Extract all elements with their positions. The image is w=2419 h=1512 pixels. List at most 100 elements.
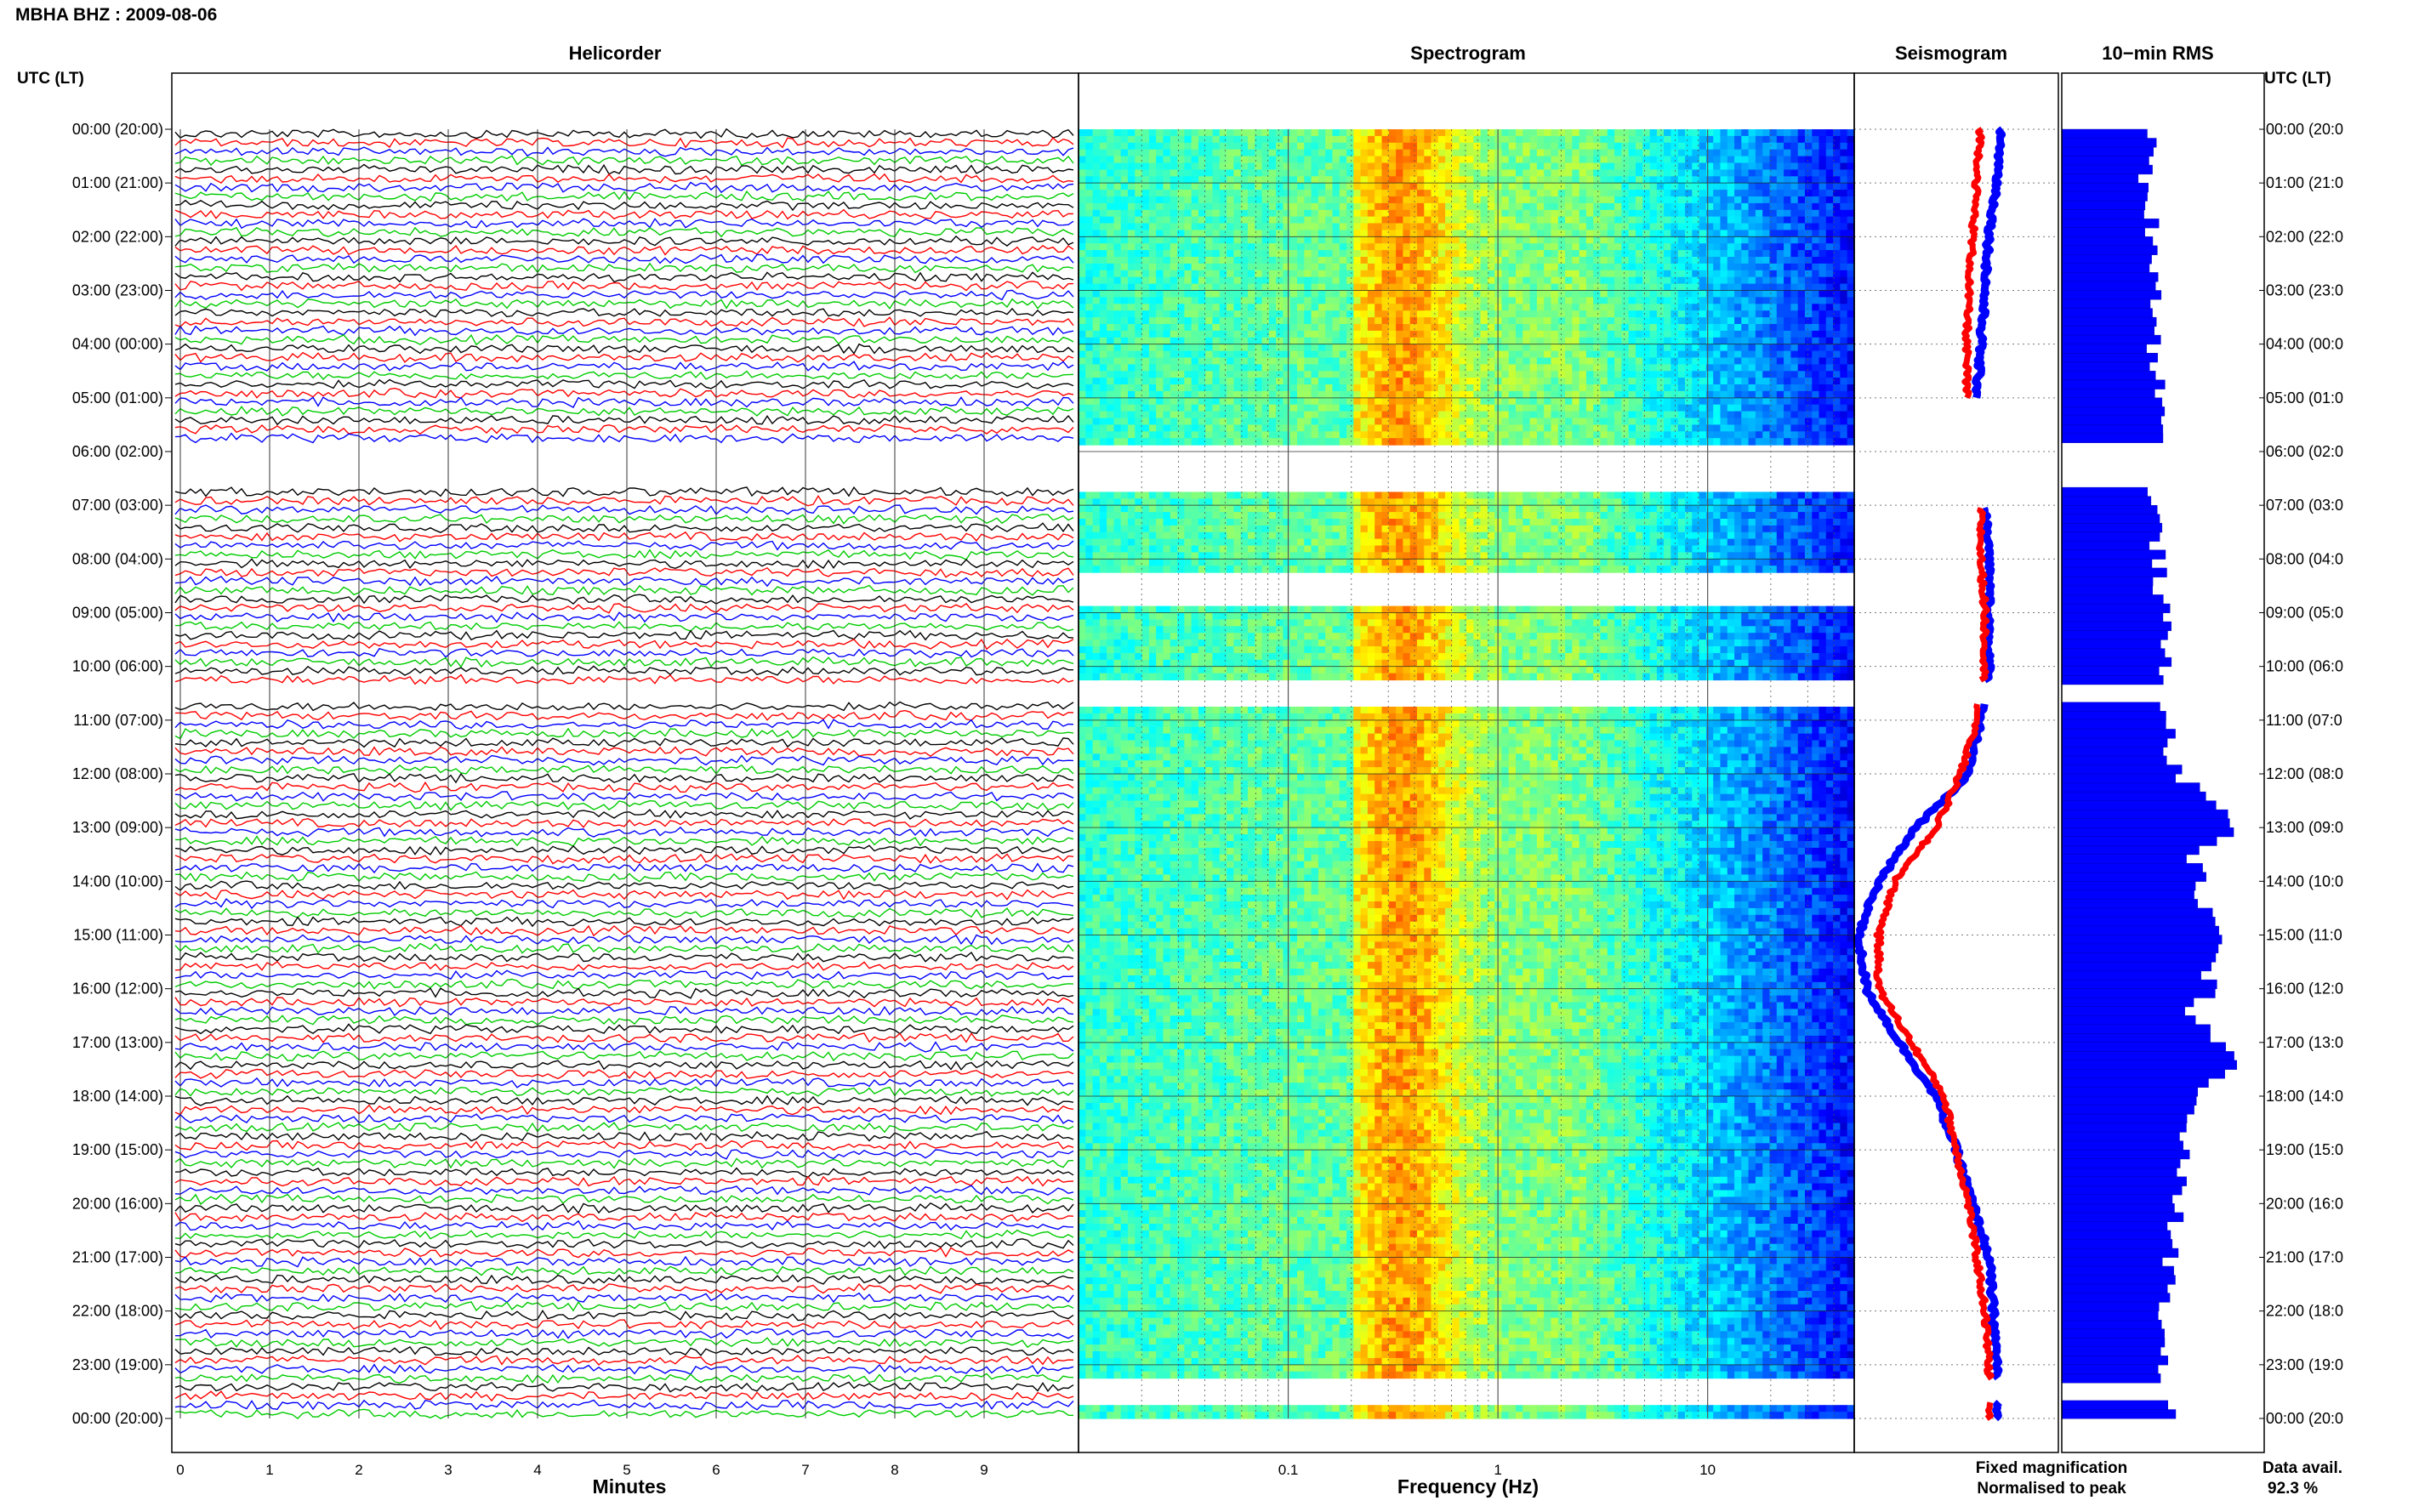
spectrogram-cell [1255,143,1262,151]
spectrogram-cell [1142,129,1150,137]
spectrogram-cell [1100,1143,1107,1151]
spectrogram-cell [1262,552,1270,560]
spectrogram-cell [1192,1264,1199,1271]
spectrogram-cell [1128,1277,1136,1285]
spectrogram-cell [1184,1331,1192,1339]
spectrogram-cell [1114,674,1122,681]
spectrogram-cell [1149,224,1157,231]
spectrogram-cell [1213,1117,1221,1124]
spectrogram-cell [1093,767,1101,775]
spectrogram-cell [1248,224,1255,231]
spectrogram-cell [1269,1338,1277,1345]
spectrogram-cell [1233,787,1241,795]
spectrogram-cell [1248,143,1255,151]
spectrogram-cell [1213,633,1221,640]
spectrogram-cell [1262,1157,1270,1164]
spectrogram-cell [1213,814,1221,821]
spectrogram-cell [1170,270,1178,278]
spectrogram-cell [1107,734,1114,742]
spectrogram-cell [1184,613,1192,621]
spectrogram-cell [1262,996,1270,1003]
spectrogram-cell [1248,196,1255,204]
spectrogram-cell [1184,317,1192,325]
spectrogram-cell [1107,814,1114,821]
spectrogram-cell [1262,1049,1270,1057]
spectrogram-cell [1114,1184,1122,1191]
spectrogram-cell [1192,1318,1199,1326]
spectrogram-cell [1121,364,1129,372]
spectrogram-cell [1248,384,1255,392]
spectrogram-cell [1170,1096,1178,1104]
spectrogram-cell [1142,1015,1150,1023]
spectrogram-cell [1262,163,1270,171]
spectrogram-cell [1233,1170,1241,1178]
spectrogram-cell [1114,888,1122,895]
spectrogram-cell [1192,210,1199,218]
spectrogram-cell [1107,1338,1114,1345]
spectrogram-cell [1114,143,1122,151]
spectrogram-cell [1205,1351,1213,1359]
spectrogram-cell [1149,1251,1157,1259]
spectrogram-panel: 0.1 1 10 [1079,129,1855,1478]
spectrogram-cell [1142,526,1150,533]
spectrogram-cell [1262,787,1270,795]
spectrogram-cell [1269,633,1277,640]
spectrogram-cell [1205,1063,1213,1071]
spectrogram-cell [1184,183,1192,190]
spectrogram-cell [1220,760,1227,768]
spectrogram-cell [1164,848,1171,855]
spectrogram-cell [1114,1291,1122,1299]
spectrogram-cell [1276,224,1283,231]
helicorder-trace [175,281,1073,291]
spectrogram-cell [1085,935,1093,943]
spectrogram-cell [1192,1056,1199,1064]
spectrogram-cell [1107,901,1114,909]
spectrogram-cell [1255,270,1262,278]
spectrogram-cell [1164,767,1171,775]
spectrogram-cell [1093,855,1101,862]
spectrogram-cell [1079,512,1086,520]
spectrogram-cell [1142,1103,1150,1111]
spectrogram-cell [1079,982,1086,990]
spectrogram-cell [1198,922,1206,929]
spectrogram-cell [1156,224,1164,231]
spectrogram-cell [1170,532,1178,540]
helicorder-trace [175,264,1073,273]
helicorder-trace [175,272,1073,281]
spectrogram-cell [1170,626,1178,634]
spectrogram-cell [1079,1197,1086,1204]
spectrogram-cell [1100,1331,1107,1339]
helicorder-trace [175,299,1073,309]
spectrogram-cell [1114,498,1122,506]
spectrogram-cell [1248,1338,1255,1345]
spectrogram-cell [1114,1157,1122,1164]
spectrogram-cell [1093,962,1101,969]
spectrogram-cell [1107,358,1114,366]
spectrogram-cell [1149,1110,1157,1117]
helicorder-trace [175,496,1073,505]
spectrogram-cell [1205,781,1213,788]
spectrogram-cell [1149,1009,1157,1016]
spectrogram-cell [1128,794,1136,802]
spectrogram-cell [1142,935,1150,943]
spectrogram-cell [1121,1244,1129,1252]
spectrogram-cell [1269,532,1277,540]
spectrogram-cell [1156,1231,1164,1238]
spectrogram-cell [1227,1150,1234,1157]
spectrogram-cell [1233,814,1241,821]
spectrogram-cell [1085,801,1093,809]
spectrogram-cell [1205,1089,1213,1097]
spectrogram-cell [1156,156,1164,164]
spectrogram-cell [1227,895,1234,902]
spectrogram-cell [1184,660,1192,668]
spectrogram-cell [1192,163,1199,171]
spectrogram-cell [1184,1029,1192,1037]
spectrogram-cell [1269,821,1277,828]
spectrogram-cell [1184,929,1192,936]
spectrogram-cell [1184,1231,1192,1238]
helicorder-trace [175,1132,1073,1141]
spectrogram-cell [1093,1015,1101,1023]
spectrogram-cell [1170,781,1178,788]
spectrogram-cell [1085,774,1093,782]
spectrogram-cell [1213,1063,1221,1071]
